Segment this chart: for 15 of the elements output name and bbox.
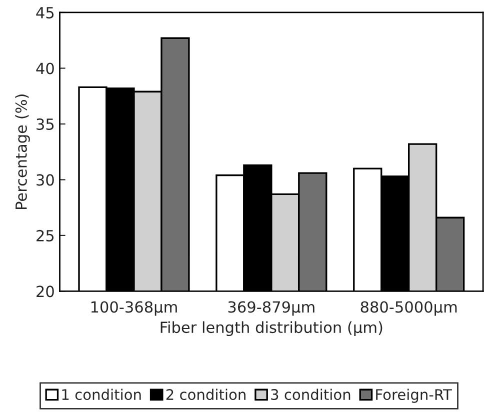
x-axis-title: Fiber length distribution (µm) bbox=[160, 321, 382, 336]
legend-label: 3 condition bbox=[271, 388, 350, 400]
x-tick-label: 880-5000µm bbox=[360, 301, 457, 316]
y-tick-label: 40 bbox=[36, 62, 54, 74]
y-tick-label: 30 bbox=[36, 174, 54, 186]
y-tick-label: 45 bbox=[36, 7, 54, 18]
y-tick-label: 25 bbox=[36, 230, 54, 242]
legend-label: 2 condition bbox=[166, 388, 246, 400]
x-tick-label: 100-368µm bbox=[91, 301, 177, 316]
legend-label: 1 condition bbox=[62, 388, 141, 400]
x-tick-label: 369-879µm bbox=[228, 301, 314, 316]
legend-label: Foreign-RT bbox=[376, 388, 452, 403]
y-axis-title: Percentage (%) bbox=[15, 94, 30, 209]
y-tick-label: 35 bbox=[36, 118, 54, 130]
y-tick-label: 20 bbox=[36, 286, 54, 298]
